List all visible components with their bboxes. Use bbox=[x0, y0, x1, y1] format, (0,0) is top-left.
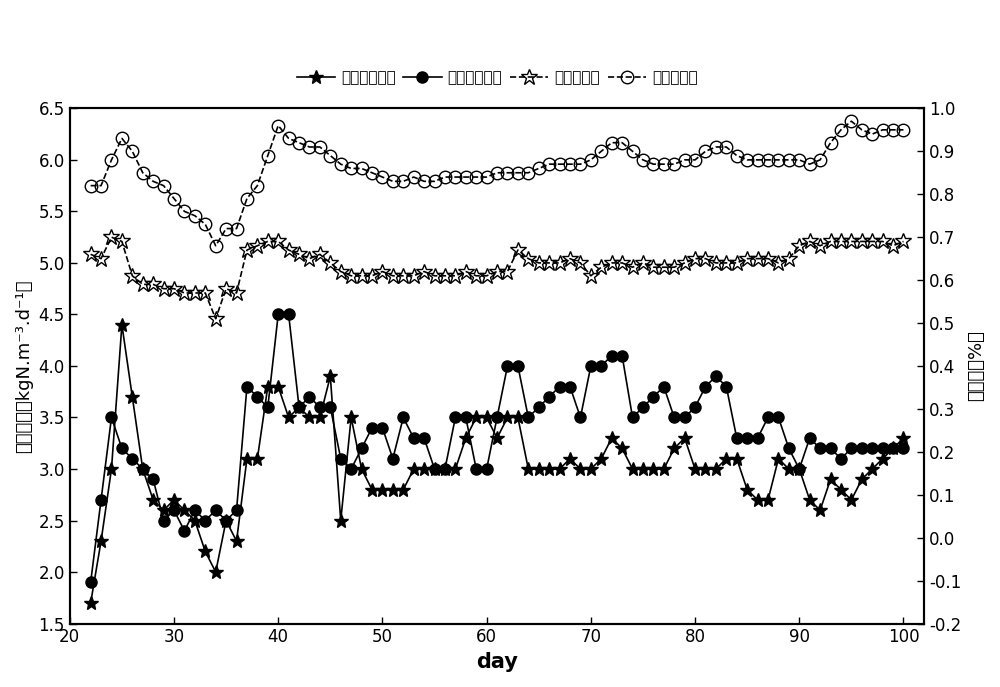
Line: 氨氮去除负荷: 氨氮去除负荷 bbox=[85, 309, 909, 588]
总氮去除负荷 bbox=[293, 403, 305, 412]
总氮去除率 bbox=[574, 259, 586, 267]
总氮去除负荷 bbox=[689, 465, 701, 473]
Legend: 总氮去除负荷, 氨氮去除负荷, 总氮去除率, 氨氮去除率: 总氮去除负荷, 氨氮去除负荷, 总氮去除率, 氨氮去除率 bbox=[291, 65, 704, 91]
总氮去除负荷 bbox=[429, 465, 441, 473]
氨氮去除负荷 bbox=[85, 578, 97, 587]
总氮去除负荷 bbox=[564, 455, 576, 463]
氨氮去除率 bbox=[418, 177, 430, 185]
Line: 总氮去除率: 总氮去除率 bbox=[82, 229, 912, 327]
总氮去除率 bbox=[85, 250, 97, 258]
总氮去除负荷 bbox=[418, 465, 430, 473]
总氮去除负荷 bbox=[314, 414, 326, 422]
X-axis label: day: day bbox=[476, 652, 518, 672]
氨氮去除率 bbox=[564, 160, 576, 168]
总氮去除率 bbox=[897, 237, 909, 245]
总氮去除率 bbox=[105, 233, 117, 241]
总氮去除率 bbox=[429, 271, 441, 280]
总氮去除率 bbox=[210, 315, 222, 323]
总氮去除负荷 bbox=[85, 599, 97, 607]
氨氮去除负荷 bbox=[314, 403, 326, 412]
氨氮去除率 bbox=[293, 139, 305, 147]
Y-axis label: 去除负荷（kgN.m⁻³.d⁻¹）: 去除负荷（kgN.m⁻³.d⁻¹） bbox=[15, 279, 33, 453]
氨氮去除率 bbox=[689, 156, 701, 164]
氨氮去除率 bbox=[210, 242, 222, 250]
氨氮去除负荷 bbox=[564, 383, 576, 391]
Line: 总氮去除负荷: 总氮去除负荷 bbox=[84, 318, 910, 610]
总氮去除率 bbox=[303, 254, 315, 262]
氨氮去除负荷 bbox=[429, 465, 441, 473]
氨氮去除率 bbox=[429, 177, 441, 185]
氨氮去除率 bbox=[85, 181, 97, 190]
总氮去除率 bbox=[324, 259, 336, 267]
氨氮去除率 bbox=[314, 143, 326, 151]
氨氮去除负荷 bbox=[897, 444, 909, 453]
氨氮去除负荷 bbox=[689, 403, 701, 412]
总氮去除负荷 bbox=[897, 434, 909, 442]
总氮去除率 bbox=[699, 254, 711, 262]
Y-axis label: 去除率（%）: 去除率（%） bbox=[967, 330, 985, 401]
总氮去除负荷 bbox=[116, 321, 128, 329]
氨氮去除率 bbox=[845, 117, 857, 125]
总氮去除率 bbox=[439, 271, 451, 280]
氨氮去除率 bbox=[897, 126, 909, 134]
氨氮去除负荷 bbox=[293, 403, 305, 412]
Line: 氨氮去除率: 氨氮去除率 bbox=[84, 115, 910, 252]
氨氮去除负荷 bbox=[272, 311, 284, 319]
氨氮去除负荷 bbox=[418, 434, 430, 442]
